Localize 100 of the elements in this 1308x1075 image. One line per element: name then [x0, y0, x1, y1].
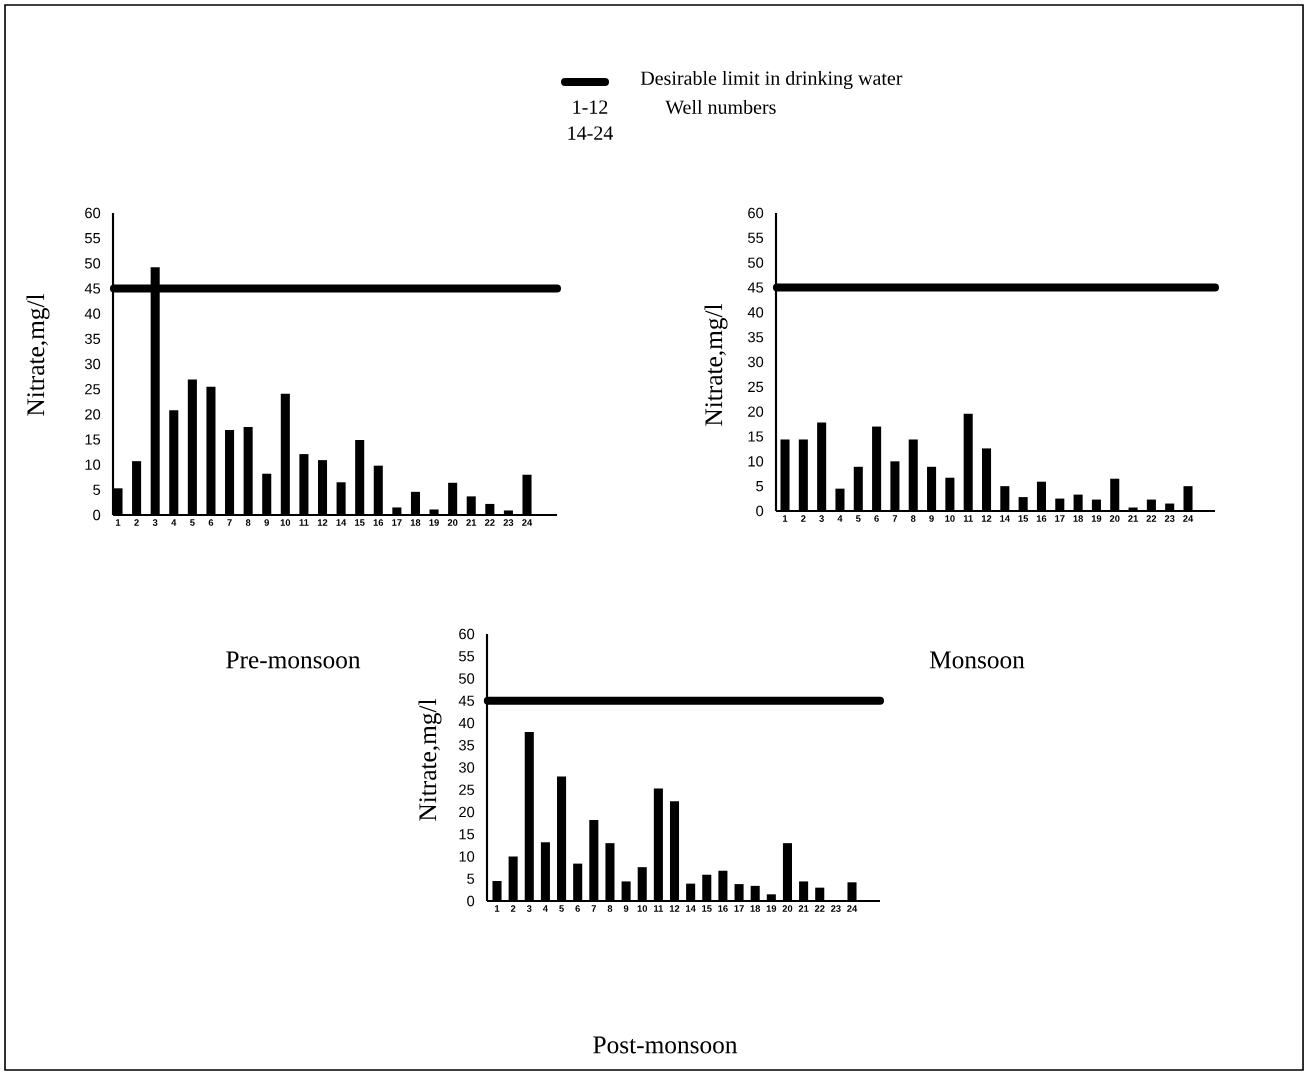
x-tick-label: 20	[447, 519, 458, 526]
x-tick-label: 23	[1164, 515, 1175, 522]
x-tick-label: 6	[575, 905, 580, 912]
x-tick-label: 9	[264, 519, 269, 526]
y-tick-label: 35	[458, 740, 475, 751]
x-tick-label: 9	[623, 905, 629, 912]
x-tick-label: 7	[227, 519, 232, 526]
y-tick-label: 10	[748, 456, 764, 467]
x-tick-label: 3	[819, 515, 824, 522]
x-tick-label: 19	[429, 519, 439, 526]
x-tick-label: 2	[134, 519, 139, 526]
x-tick-label: 23	[831, 905, 841, 912]
y-tick-label: 10	[85, 459, 101, 470]
y-tick-label: 30	[458, 762, 475, 773]
y-tick-label: 30	[84, 358, 101, 370]
x-tick-label: 15	[1018, 515, 1029, 522]
x-tick-label: 21	[798, 905, 809, 912]
y-axis-title: Nitrate,mg/l	[418, 698, 442, 821]
x-tick-label: 14	[686, 905, 696, 912]
x-tick-label: 6	[874, 515, 879, 522]
x-tick-label: 1	[783, 515, 788, 522]
text: Well numbers	[665, 99, 776, 115]
y-tick-label: 15	[85, 434, 101, 445]
x-tick-label: 16	[1036, 515, 1047, 522]
x-tick-label: 17	[1055, 515, 1065, 522]
x-tick-label: 10	[945, 515, 955, 522]
x-tick-label: 4	[542, 905, 548, 912]
y-tick-label: 25	[85, 383, 101, 395]
x-tick-label: 3	[152, 519, 158, 526]
y-tick-label: 35	[84, 333, 101, 345]
x-tick-label: 11	[963, 515, 973, 522]
x-tick-label: 20	[1109, 515, 1120, 522]
y-tick-label: 55	[748, 232, 764, 243]
x-tick-label: 5	[190, 519, 195, 526]
x-tick-label: 7	[591, 905, 596, 912]
x-tick-label: 9	[929, 515, 934, 522]
x-tick-label: 8	[245, 519, 251, 526]
x-tick-label: 14	[1000, 515, 1010, 522]
legend-label: Desirable limit in drinking water	[640, 70, 903, 90]
text: Pre-monsoon	[226, 651, 361, 669]
x-tick-label: 3	[526, 905, 532, 912]
x-tick-label: 15	[702, 905, 712, 912]
y-tick-label: 20	[748, 406, 764, 417]
x-tick-label: 5	[559, 905, 564, 912]
x-tick-label: 18	[750, 905, 761, 912]
x-tick-label: 12	[669, 905, 680, 912]
x-tick-label: 2	[510, 905, 516, 912]
x-tick-label: 22	[814, 905, 825, 912]
x-tick-label: 1	[115, 519, 121, 526]
x-tick-label: 17	[734, 905, 744, 912]
x-tick-label: 22	[1146, 515, 1157, 522]
y-tick-label: 5	[467, 873, 475, 884]
y-tick-label: 10	[459, 851, 475, 862]
y-tick-label: 40	[747, 307, 764, 318]
x-tick-label: 1	[495, 905, 500, 912]
x-tick-label: 10	[637, 905, 648, 912]
x-tick-label: 15	[355, 519, 365, 526]
x-tick-label: 4	[837, 515, 843, 522]
y-tick-label: 55	[85, 233, 101, 244]
x-tick-label: 19	[766, 905, 777, 912]
x-tick-label: 14	[336, 519, 347, 526]
x-tick-label: 8	[607, 905, 613, 912]
x-tick-label: 4	[171, 519, 177, 526]
x-tick-label: 8	[910, 515, 916, 522]
y-tick-label: 45	[84, 283, 101, 294]
y-tick-label: 40	[84, 308, 101, 319]
x-tick-label: 7	[892, 515, 898, 522]
text: Monsoon	[929, 651, 1025, 669]
y-tick-label: 25	[459, 784, 475, 795]
y-tick-label: 20	[459, 806, 475, 818]
y-tick-label: 0	[93, 509, 101, 521]
x-tick-label: 24	[522, 519, 533, 526]
x-tick-label: 22	[484, 519, 495, 526]
y-tick-label: 50	[459, 673, 475, 684]
y-tick-label: 40	[458, 717, 475, 729]
x-tick-label: 17	[392, 519, 402, 526]
y-axis-title: Nitrate,mg/l	[704, 303, 728, 426]
y-tick-label: 25	[748, 381, 764, 393]
x-tick-label: 10	[280, 519, 291, 526]
y-tick-label: 50	[748, 257, 764, 268]
x-tick-label: 18	[410, 519, 421, 526]
text: 1-12	[573, 100, 608, 114]
y-tick-label: 60	[85, 207, 101, 219]
y-tick-label: 5	[756, 481, 764, 492]
x-tick-label: 16	[373, 519, 384, 526]
y-tick-label: 20	[85, 409, 101, 420]
y-tick-label: 55	[459, 651, 475, 662]
x-tick-label: 24	[1183, 515, 1194, 522]
y-tick-label: 60	[459, 628, 475, 640]
x-tick-label: 5	[855, 515, 861, 522]
text: Post-monsoon	[593, 1036, 738, 1054]
x-tick-label: 12	[981, 515, 992, 522]
x-tick-label: 6	[208, 519, 214, 526]
x-tick-label: 21	[466, 519, 477, 526]
x-tick-label: 11	[299, 519, 309, 526]
y-tick-label: 35	[748, 331, 764, 343]
y-tick-label: 15	[748, 431, 764, 442]
y-tick-label: 30	[748, 356, 764, 368]
y-tick-label: 60	[748, 207, 764, 219]
y-tick-label: 45	[747, 282, 764, 293]
